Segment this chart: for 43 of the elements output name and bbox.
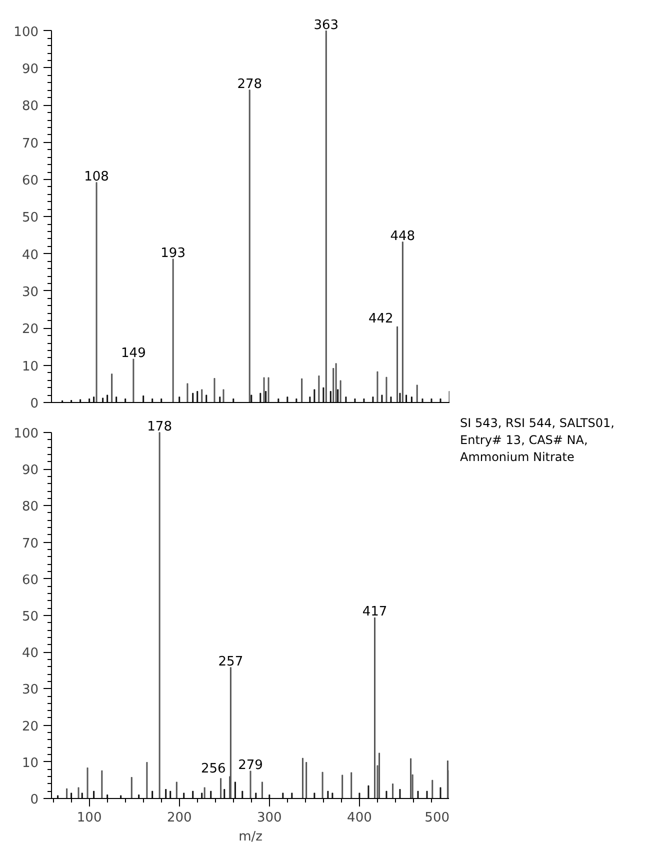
annotation: 448 [390, 228, 416, 244]
annotation: 257 [218, 654, 244, 670]
y-tick-label: 50 [22, 210, 39, 226]
x-tick-label: 500 [424, 810, 450, 826]
x-tick-label: 200 [166, 810, 192, 826]
annotation: 178 [147, 419, 172, 434]
text: Ammonium Nitrate [460, 450, 574, 464]
y-tick-label: 80 [22, 500, 39, 515]
x-tick-label: 400 [347, 810, 372, 826]
y-tick-label: 30 [22, 682, 39, 698]
y-tick-label: 50 [22, 609, 39, 624]
y-tick-label: 60 [22, 572, 39, 588]
annotation: 256 [200, 762, 226, 777]
annotation: 442 [368, 312, 394, 327]
y-tick-label: 40 [22, 248, 39, 263]
y-tick-label: 20 [22, 322, 39, 338]
y-tick-label: 10 [22, 359, 39, 374]
y-tick-label: 30 [22, 284, 39, 300]
annotation: 363 [314, 18, 339, 33]
annotation: 149 [121, 346, 146, 362]
text: Entry# 13, CAS# NA, [460, 433, 588, 447]
annotation: 279 [238, 758, 263, 774]
annotation: 417 [362, 604, 388, 620]
text: SI 543, RSI 544, SALTS01, [460, 416, 614, 430]
y-tick-label: 0 [30, 396, 39, 412]
y-tick-label: 90 [22, 62, 39, 77]
y-tick-label: 0 [30, 792, 39, 808]
annotation: 193 [160, 246, 186, 262]
y-tick-label: 70 [22, 536, 39, 552]
annotation: 108 [84, 169, 109, 184]
x-axis-title: m/z [238, 830, 263, 844]
x-tick-label: 300 [257, 810, 282, 826]
y-tick-label: 80 [22, 99, 39, 114]
annotation: 278 [237, 76, 262, 92]
y-tick-label: 20 [22, 719, 39, 734]
y-tick-label: 100 [14, 426, 39, 442]
y-tick-label: 70 [22, 136, 39, 152]
y-tick-label: 60 [22, 173, 39, 188]
y-tick-label: 40 [22, 646, 39, 662]
y-tick-label: 10 [22, 756, 39, 771]
x-tick-label: 100 [76, 810, 102, 826]
y-tick-label: 90 [22, 463, 39, 478]
y-tick-label: 100 [14, 24, 39, 40]
